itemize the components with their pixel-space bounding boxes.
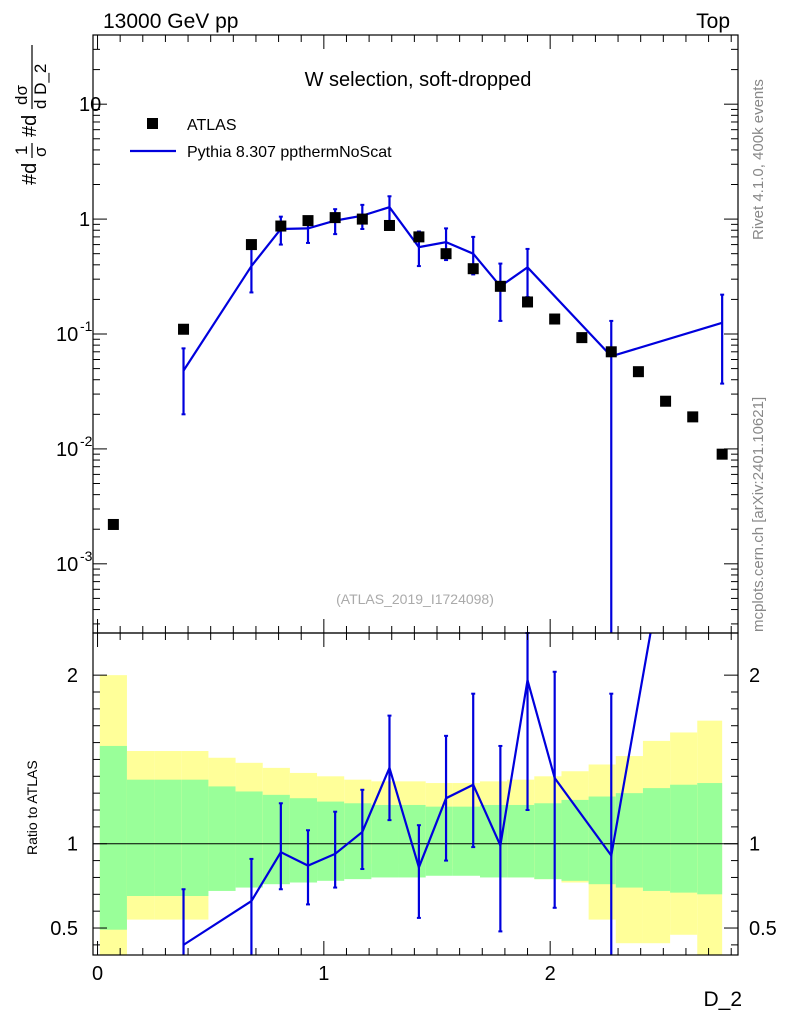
main-ytick-label-1: 10 <box>56 439 78 461</box>
ratio-ytick-label-right-0: 0.5 <box>749 918 777 940</box>
mcplots-label: mcplots.cern.ch [arXiv:2401.10621] <box>750 397 767 632</box>
atlas-point-9 <box>440 248 452 260</box>
band-green-4 <box>208 786 236 891</box>
main-ytick-exp-2: -1 <box>80 318 93 334</box>
atlas-point-7 <box>383 219 395 231</box>
atlas-point-14 <box>576 332 588 344</box>
atlas-point-11 <box>494 280 506 292</box>
ratio-ytick-label-left-2: 2 <box>67 665 78 687</box>
atlas-point-6 <box>356 213 368 225</box>
legend-pythia-label: Pythia 8.307 ppthermNoScat <box>187 144 392 161</box>
band-green-13 <box>452 806 480 876</box>
band-green-16 <box>534 803 562 880</box>
band-green-3 <box>181 779 209 896</box>
main-ylabel: #d 1 σ #d dσ d D_2 <box>12 45 50 185</box>
band-green-17 <box>561 799 589 881</box>
atlas-point-8 <box>413 231 425 243</box>
band-green-7 <box>289 798 318 883</box>
band-green-20 <box>642 788 671 891</box>
ratio-uncertainty-bands <box>99 675 723 955</box>
band-green-21 <box>670 784 698 893</box>
pythia-line <box>182 205 723 372</box>
atlas-point-15 <box>605 346 617 358</box>
band-green-14 <box>480 804 508 878</box>
xtick-label-0: 0 <box>92 963 103 985</box>
main-ytick-label-4: 10 <box>79 94 101 116</box>
ratio-ytick-label-left-0: 0.5 <box>50 918 78 940</box>
band-green-22 <box>697 783 723 895</box>
atlas-point-13 <box>549 313 561 325</box>
ratio-ytick-label-left-1: 1 <box>67 834 78 856</box>
band-green-9 <box>344 803 372 880</box>
atlas-point-12 <box>522 296 534 308</box>
atlas-point-18 <box>687 411 699 423</box>
atlas-point-17 <box>660 395 672 407</box>
ylabel-part-e: dσ <box>12 85 31 105</box>
band-green-6 <box>262 794 290 885</box>
main-ytick-label-0: 10 <box>56 554 78 576</box>
xlabel: D_2 <box>703 988 742 1011</box>
main-ytick-label-3: 1 <box>79 209 90 231</box>
main-ytick-exp-1: -2 <box>80 433 93 449</box>
atlas-point-10 <box>467 263 479 275</box>
band-green-1 <box>126 779 155 896</box>
ylabel-part-b: 1 <box>12 146 31 155</box>
band-green-15 <box>507 804 535 878</box>
ratio-frame <box>92 632 739 956</box>
ylabel-part-f: d D_2 <box>31 64 50 109</box>
band-green-8 <box>317 801 345 881</box>
band-green-10 <box>371 804 399 878</box>
main-ytick-label-2: 10 <box>56 324 78 346</box>
main-ytick-exp-0: -3 <box>80 548 93 564</box>
legend: ATLAS Pythia 8.307 ppthermNoScat <box>130 117 392 161</box>
atlas-point-0 <box>107 518 119 530</box>
ratio-ytick-label-right-2: 2 <box>749 665 760 687</box>
plot-title: W selection, soft-dropped <box>305 69 532 91</box>
energy-label: 13000 GeV pp <box>103 10 238 33</box>
ylabel-part-c: σ <box>31 146 50 157</box>
ratio-ytick-label-right-1: 1 <box>749 834 760 856</box>
ratio-panel-series <box>181 632 652 955</box>
atlas-point-3 <box>275 220 287 232</box>
legend-atlas-marker <box>147 118 158 129</box>
rivet-version-label: Rivet 4.1.0, 400k events <box>750 79 767 240</box>
band-green-5 <box>235 791 263 888</box>
atlas-point-19 <box>716 448 728 460</box>
ratio-ylabel: Ratio to ATLAS <box>24 760 40 855</box>
ylabel-part-d: #d <box>19 115 41 137</box>
atlas-point-2 <box>245 239 257 251</box>
atlas-point-1 <box>178 323 190 335</box>
atlas-point-16 <box>632 366 644 378</box>
atlas-point-5 <box>329 212 341 224</box>
xtick-label-1: 1 <box>318 963 329 985</box>
process-label: Top <box>696 10 730 33</box>
xtick-label-2: 2 <box>545 963 556 985</box>
main-panel-series <box>107 195 728 633</box>
atlas-point-4 <box>302 215 314 227</box>
ylabel-part-a: #d <box>19 163 41 185</box>
analysis-label: (ATLAS_2019_I1724098) <box>336 591 494 607</box>
band-green-0 <box>99 745 127 930</box>
band-green-2 <box>154 779 182 896</box>
legend-atlas-label: ATLAS <box>187 117 237 134</box>
